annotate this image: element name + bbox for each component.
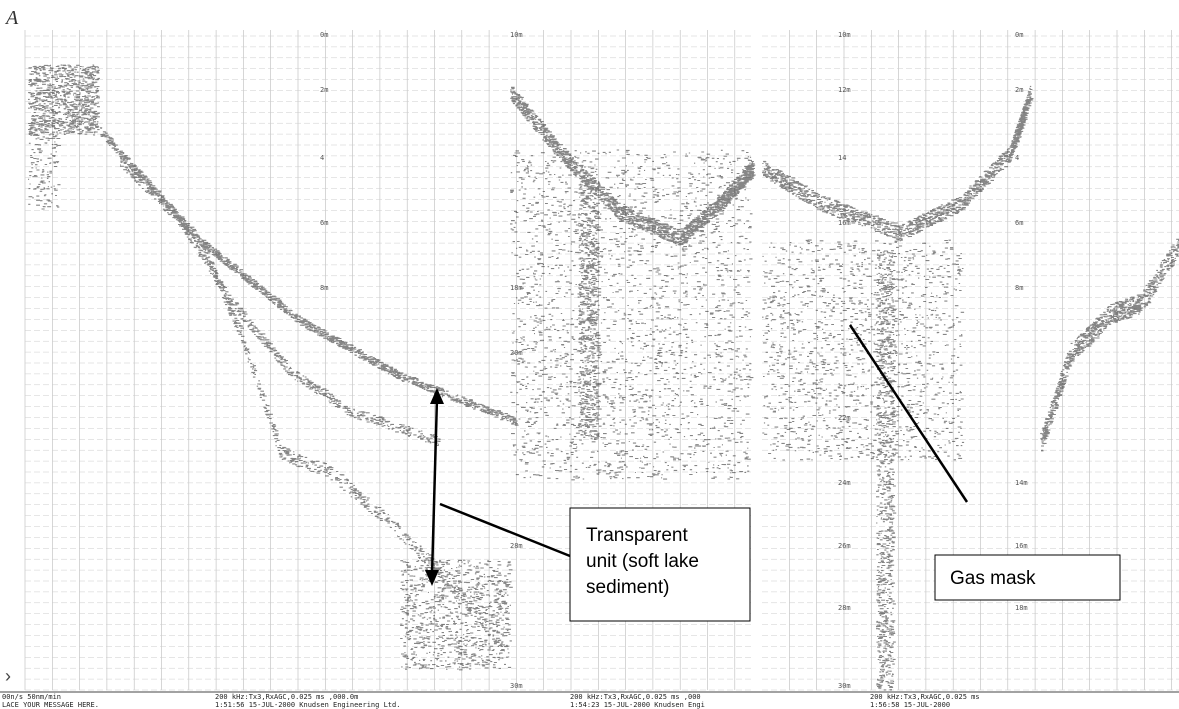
depth-label: 30m (510, 682, 523, 690)
echogram: A Transparent unit (soft lake sediment) … (0, 0, 1179, 709)
footer-text: 200 kHz:Tx3,RxAGC,0.025 ms ,000.0m (215, 693, 358, 701)
depth-label: 28m (510, 542, 523, 550)
depth-label: 6m (1015, 219, 1023, 227)
depth-label: 20m (510, 349, 523, 357)
depth-label: 10m (838, 31, 851, 39)
callout-text: unit (soft lake (586, 551, 699, 572)
depth-label: 14m (1015, 479, 1028, 487)
depth-label: 2m (320, 86, 328, 94)
depth-label: 2m (1015, 86, 1023, 94)
callout-text: Transparent (586, 525, 688, 546)
depth-label: 0m (320, 31, 328, 39)
panel-label: A (4, 7, 19, 29)
depth-label: 14 (838, 154, 846, 162)
depth-label: 12m (838, 86, 851, 94)
footer-text: LACE YOUR MESSAGE HERE. (2, 701, 99, 709)
footer-text: 200 kHz:Tx3,RxAGC,0.025 ms ,000 (570, 693, 701, 701)
depth-label: 22m (838, 414, 851, 422)
depth-label: 24m (838, 479, 851, 487)
depth-label: 8m (320, 284, 328, 292)
depth-label: 6m (320, 219, 328, 227)
depth-label: 30m (838, 682, 851, 690)
depth-label: 8m (1015, 284, 1023, 292)
depth-label: 4 (1015, 154, 1019, 162)
depth-label: 28m (838, 604, 851, 612)
footer-text: 1:56:58 15-JUL-2000 (870, 701, 950, 709)
depth-label: 4 (320, 154, 324, 162)
callout-text: sediment) (586, 577, 669, 598)
depth-label: 10m (510, 31, 523, 39)
footer-text: 1:51:56 15-JUL-2000 Knudsen Engineering … (215, 701, 400, 709)
depth-label: 18m (510, 284, 523, 292)
callout-text: Gas mask (950, 568, 1036, 589)
depth-label: 16m (1015, 542, 1028, 550)
depth-label: 26m (838, 542, 851, 550)
footer-text: 1:54:23 15-JUL-2000 Knudsen Engi (570, 701, 705, 709)
depth-label: 0m (1015, 31, 1023, 39)
chevron: › (5, 666, 11, 686)
panel-gap (752, 25, 762, 692)
depth-label: 16m (838, 219, 851, 227)
footer-text: 200 kHz:Tx3,RxAGC,0.025 ms (870, 693, 980, 701)
footer-text: 00n/s 50nm/min (2, 693, 61, 701)
depth-label: 18m (1015, 604, 1028, 612)
